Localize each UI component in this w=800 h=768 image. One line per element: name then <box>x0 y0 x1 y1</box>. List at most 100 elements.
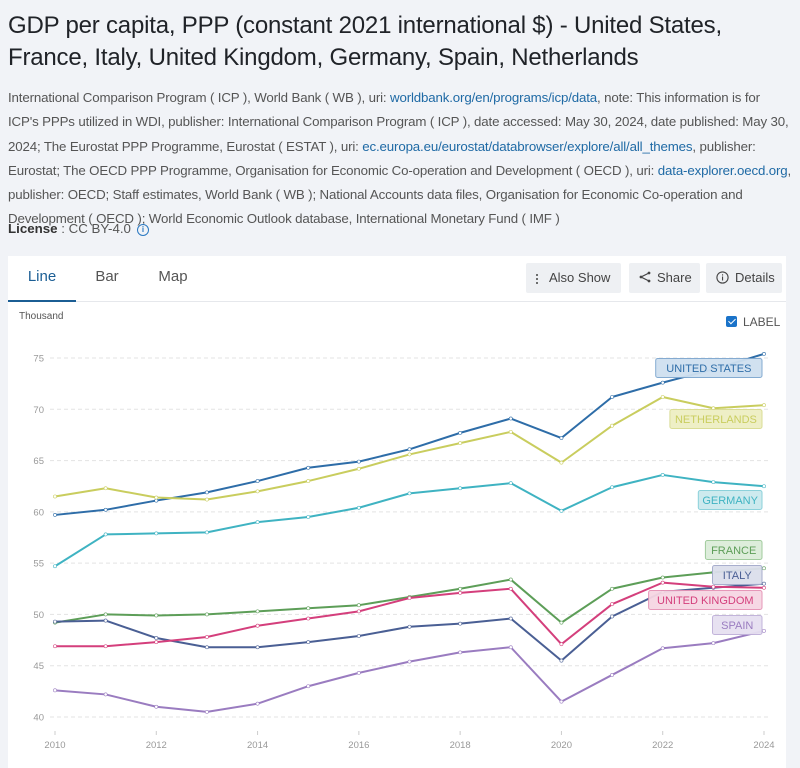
data-point[interactable] <box>306 479 311 483</box>
data-point[interactable] <box>458 650 463 655</box>
data-point[interactable] <box>660 380 665 385</box>
data-point[interactable] <box>205 497 209 502</box>
data-point[interactable] <box>559 436 564 440</box>
data-point[interactable] <box>508 645 513 650</box>
data-point[interactable] <box>407 624 412 629</box>
data-point[interactable] <box>154 613 159 618</box>
data-point[interactable] <box>255 701 260 706</box>
source-link[interactable]: worldbank.org/en/programs/icp/data <box>390 90 598 105</box>
data-point[interactable] <box>154 495 159 500</box>
data-point[interactable] <box>154 704 159 709</box>
data-point[interactable] <box>205 612 209 617</box>
data-point[interactable] <box>255 623 260 628</box>
data-point[interactable] <box>508 616 513 621</box>
data-point[interactable] <box>407 491 412 496</box>
data-point[interactable] <box>458 430 463 435</box>
data-point[interactable] <box>508 586 513 591</box>
data-point[interactable] <box>458 590 463 595</box>
data-point[interactable] <box>610 423 614 428</box>
data-point[interactable] <box>660 646 665 651</box>
data-point[interactable] <box>508 481 513 486</box>
data-point[interactable] <box>508 577 513 582</box>
data-point[interactable] <box>660 473 665 477</box>
data-point[interactable] <box>610 395 614 399</box>
series-line[interactable] <box>54 473 765 568</box>
data-point[interactable] <box>53 688 57 693</box>
data-point[interactable] <box>407 596 412 600</box>
data-point[interactable] <box>205 635 209 639</box>
data-point[interactable] <box>154 636 159 640</box>
checkbox-checked-icon[interactable] <box>726 316 737 327</box>
data-point[interactable] <box>458 441 463 446</box>
data-point[interactable] <box>559 460 564 465</box>
data-point[interactable] <box>205 709 209 714</box>
data-point[interactable] <box>306 684 311 689</box>
data-point[interactable] <box>103 644 108 649</box>
info-icon[interactable]: i <box>136 224 149 236</box>
data-point[interactable] <box>762 566 766 571</box>
data-point[interactable] <box>610 602 614 607</box>
series-spain[interactable] <box>53 628 766 714</box>
data-point[interactable] <box>762 351 766 356</box>
label-checkbox[interactable]: LABEL <box>726 315 780 329</box>
data-point[interactable] <box>458 486 463 491</box>
data-point[interactable] <box>154 640 159 645</box>
source-link[interactable]: data-explorer.oecd.org <box>657 162 788 178</box>
data-point[interactable] <box>458 586 463 591</box>
data-point[interactable] <box>356 459 361 464</box>
data-point[interactable] <box>610 673 614 677</box>
data-point[interactable] <box>103 486 108 491</box>
data-point[interactable] <box>356 603 361 608</box>
data-point[interactable] <box>53 494 57 499</box>
data-point[interactable] <box>356 609 361 614</box>
series-united-kingdom[interactable] <box>53 580 766 649</box>
data-point[interactable] <box>103 612 108 617</box>
data-point[interactable] <box>306 465 311 470</box>
data-point[interactable] <box>53 644 57 649</box>
data-point[interactable] <box>255 489 260 494</box>
data-point[interactable] <box>458 621 463 626</box>
data-point[interactable] <box>559 642 564 647</box>
data-point[interactable] <box>559 508 564 513</box>
data-point[interactable] <box>306 616 311 621</box>
details-button[interactable]: Details <box>706 263 782 293</box>
tab-line[interactable]: Line <box>8 256 76 302</box>
data-point[interactable] <box>407 447 412 452</box>
data-point[interactable] <box>53 619 57 624</box>
also-show-button[interactable]: Also Show <box>526 263 621 293</box>
data-point[interactable] <box>255 609 260 614</box>
data-point[interactable] <box>53 564 57 569</box>
data-point[interactable] <box>205 490 209 495</box>
data-point[interactable] <box>205 645 209 650</box>
data-point[interactable] <box>356 505 361 510</box>
data-point[interactable] <box>356 634 361 638</box>
data-point[interactable] <box>762 581 766 586</box>
data-point[interactable] <box>711 641 716 646</box>
data-point[interactable] <box>306 606 311 611</box>
data-point[interactable] <box>53 513 57 517</box>
data-point[interactable] <box>103 507 108 512</box>
data-point[interactable] <box>711 584 716 589</box>
data-point[interactable] <box>711 480 716 485</box>
data-point[interactable] <box>559 620 564 625</box>
data-point[interactable] <box>154 531 159 536</box>
data-point[interactable] <box>356 670 361 675</box>
data-point[interactable] <box>559 658 564 663</box>
tab-bar[interactable]: Bar <box>95 268 119 285</box>
series-netherlands[interactable] <box>53 395 766 502</box>
data-point[interactable] <box>407 659 412 664</box>
data-point[interactable] <box>306 640 311 645</box>
series-line[interactable] <box>54 352 765 516</box>
data-point[interactable] <box>154 498 159 503</box>
source-link[interactable]: ec.europa.eu/eurostat/databrowser/explor… <box>362 138 693 154</box>
data-point[interactable] <box>610 485 614 490</box>
data-point[interactable] <box>508 429 513 434</box>
data-point[interactable] <box>610 586 614 591</box>
data-point[interactable] <box>103 692 108 697</box>
data-point[interactable] <box>762 484 766 489</box>
data-point[interactable] <box>762 585 766 590</box>
data-point[interactable] <box>762 403 766 408</box>
series-germany[interactable] <box>53 473 766 569</box>
data-point[interactable] <box>660 575 665 580</box>
data-point[interactable] <box>255 479 260 483</box>
